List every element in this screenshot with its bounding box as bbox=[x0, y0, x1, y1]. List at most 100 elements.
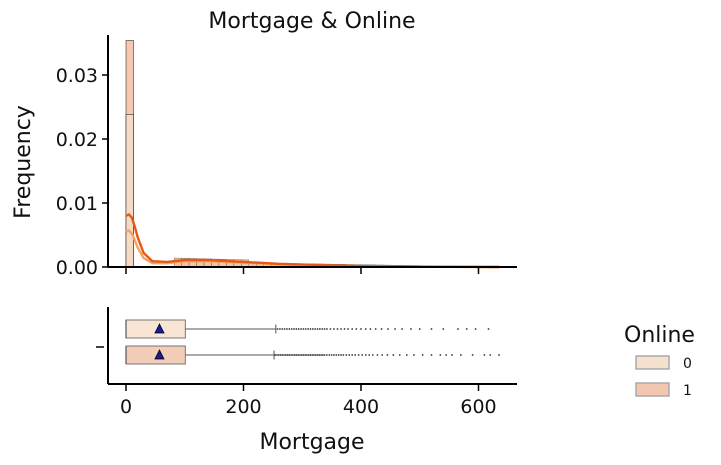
boxplot-outlier-online-1-26 bbox=[320, 354, 322, 356]
boxplot-outlier-online-1-37 bbox=[345, 354, 348, 356]
boxplot-outlier-online-1-56 bbox=[445, 354, 448, 356]
boxplot-outlier-online-1-22 bbox=[313, 354, 315, 356]
boxplot-outlier-online-1-60 bbox=[483, 354, 486, 356]
boxplot-outlier-online-0-13 bbox=[307, 328, 310, 330]
boxplot-outlier-online-0-2 bbox=[281, 328, 284, 330]
boxplot-outlier-online-1-35 bbox=[340, 354, 342, 356]
boxplot-outlier-online-1-4 bbox=[281, 354, 284, 356]
boxplot-outlier-online-1-11 bbox=[293, 354, 296, 356]
boxplot-outlier-online-0-32 bbox=[369, 328, 372, 330]
boxplot-outlier-online-1-3 bbox=[279, 354, 282, 356]
boxplot-outlier-online-1-49 bbox=[392, 354, 395, 356]
boxplot-outlier-online-1-31 bbox=[330, 354, 333, 356]
x-tick-label-2: 400 bbox=[343, 396, 379, 418]
boxplot-outlier-online-1-55 bbox=[439, 354, 442, 356]
boxplot-outlier-online-1-52 bbox=[412, 354, 415, 356]
boxplot-outlier-online-1-44 bbox=[368, 354, 371, 356]
boxplot-outlier-online-0-26 bbox=[343, 328, 346, 330]
boxplot-outlier-online-1-27 bbox=[321, 354, 324, 356]
boxplot-outlier-online-1-14 bbox=[299, 354, 301, 356]
kde-line-online-1 bbox=[125, 213, 500, 269]
boxplot-outlier-online-1-19 bbox=[307, 354, 310, 356]
boxplot-outlier-online-1-43 bbox=[364, 354, 367, 356]
boxplot-outlier-online-0-34 bbox=[380, 328, 383, 330]
boxplot-outlier-online-1-36 bbox=[342, 354, 345, 356]
boxplot-outlier-online-1-33 bbox=[335, 354, 338, 356]
boxplot-outlier-online-0-18 bbox=[318, 328, 321, 330]
boxplot-mean-marker-online-1 bbox=[154, 349, 165, 360]
boxplot-outlier-online-0-19 bbox=[321, 328, 324, 330]
legend: 01 bbox=[635, 355, 692, 399]
boxplot-outlier-online-0-1 bbox=[279, 328, 281, 330]
boxplot-outlier-online-1-39 bbox=[351, 354, 354, 356]
boxplot-mean-marker-online-0 bbox=[154, 323, 165, 334]
y-tick-label-0: 0.00 bbox=[56, 257, 98, 279]
boxplot-outlier-online-0-23 bbox=[333, 328, 335, 330]
boxplot-outlier-online-0-40 bbox=[430, 328, 433, 330]
boxplot-outlier-online-0-39 bbox=[418, 328, 421, 330]
boxplot-outlier-online-0-0 bbox=[276, 328, 279, 330]
boxplot-online-1 bbox=[125, 345, 500, 365]
boxplot-outlier-online-1-9 bbox=[290, 354, 292, 356]
boxplot-outlier-online-1-13 bbox=[297, 354, 300, 356]
boxplot-outlier-online-1-24 bbox=[316, 354, 319, 356]
boxplot-outlier-online-1-21 bbox=[311, 354, 314, 356]
y-axis-label: Frequency bbox=[11, 105, 36, 219]
boxplot-outlier-online-1-25 bbox=[318, 354, 321, 356]
boxplot-outlier-online-1-10 bbox=[291, 354, 294, 356]
boxplot-outlier-online-0-17 bbox=[316, 328, 319, 330]
boxplot-outlier-online-0-10 bbox=[300, 328, 302, 330]
boxplot-outlier-online-0-29 bbox=[355, 328, 358, 330]
boxplot-outlier-online-1-1 bbox=[276, 354, 278, 356]
hist-bar-online-0-0 bbox=[125, 114, 134, 268]
boxplot-outlier-online-0-44 bbox=[474, 328, 477, 330]
boxplot-outlier-online-1-34 bbox=[337, 354, 340, 356]
axes: 0.00 0.01 0.02 0.03 0 200 400 600 bbox=[56, 35, 517, 418]
chart-title: Mortgage & Online bbox=[208, 9, 415, 34]
boxplot-outlier-online-1-17 bbox=[304, 354, 307, 356]
boxplot-outlier-online-1-58 bbox=[459, 354, 462, 356]
histogram-panel bbox=[125, 40, 503, 268]
boxplot-outlier-online-0-27 bbox=[347, 328, 349, 330]
boxplot-outlier-online-1-40 bbox=[354, 354, 357, 356]
boxplot-outlier-online-1-62 bbox=[498, 354, 500, 356]
boxplot-outlier-online-0-42 bbox=[457, 328, 459, 330]
boxplot-outlier-online-1-61 bbox=[489, 354, 492, 356]
boxplot-outlier-online-1-54 bbox=[430, 354, 433, 356]
boxplot-outlier-online-1-6 bbox=[284, 354, 287, 356]
x-tick-label-1: 200 bbox=[225, 396, 261, 418]
boxplot-outlier-online-1-12 bbox=[295, 354, 298, 356]
legend-label-0: 0 bbox=[683, 356, 692, 372]
boxplot-outlier-online-1-47 bbox=[381, 354, 384, 356]
boxplot-outlier-online-1-41 bbox=[357, 354, 360, 356]
boxplot-outlier-online-1-38 bbox=[348, 354, 351, 356]
boxplot-outlier-online-1-50 bbox=[398, 354, 401, 356]
boxplot-outlier-online-0-43 bbox=[465, 328, 468, 330]
boxplot-outlier-online-1-59 bbox=[471, 354, 474, 356]
boxplot-outlier-online-1-20 bbox=[309, 354, 312, 356]
boxplot-outlier-online-0-14 bbox=[309, 328, 312, 330]
boxplot-outlier-online-1-48 bbox=[386, 354, 389, 356]
boxplot-outlier-online-0-8 bbox=[295, 328, 298, 330]
kde-curves bbox=[125, 213, 500, 269]
boxplot-outlier-online-0-36 bbox=[394, 328, 396, 330]
boxplot-outlier-online-1-28 bbox=[323, 354, 326, 356]
boxplot-outlier-online-1-46 bbox=[376, 354, 379, 356]
boxplot-outlier-online-1-29 bbox=[326, 354, 328, 356]
boxplot-outlier-online-0-31 bbox=[364, 328, 367, 330]
boxplot-outlier-online-0-3 bbox=[283, 328, 286, 330]
boxplot-outlier-online-1-5 bbox=[283, 354, 285, 356]
boxplot-outlier-online-1-30 bbox=[328, 354, 331, 356]
y-tick-label-1: 0.01 bbox=[56, 193, 98, 215]
boxplot-outlier-online-0-5 bbox=[288, 328, 291, 330]
boxplot-panel bbox=[125, 319, 500, 365]
boxplot-outlier-online-0-30 bbox=[360, 328, 362, 330]
boxplot-outlier-online-0-21 bbox=[326, 328, 328, 330]
boxplot-outlier-online-0-4 bbox=[286, 328, 288, 330]
boxplot-outlier-online-1-8 bbox=[288, 354, 291, 356]
boxplot-outlier-online-1-18 bbox=[306, 354, 308, 356]
legend-swatch-1 bbox=[635, 382, 670, 397]
boxplot-outlier-online-0-28 bbox=[351, 328, 354, 330]
boxplot-outlier-online-0-38 bbox=[410, 328, 412, 330]
